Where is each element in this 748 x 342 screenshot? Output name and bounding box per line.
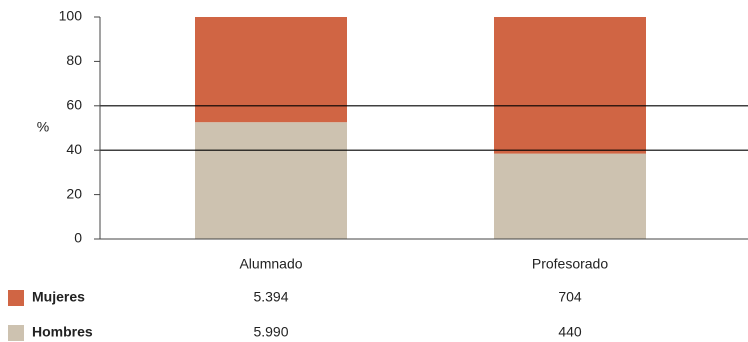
bar-segment [195,122,347,239]
y-tick-label: 80 [66,52,82,68]
x-tick-label: Profesorado [532,256,608,272]
bar-segment [195,17,347,123]
x-tick-label: Alumnado [239,256,302,272]
table-value: 440 [558,324,582,340]
bar-segment [494,17,646,154]
table-value: 5.990 [253,324,288,340]
y-tick-label: 100 [59,8,83,24]
y-tick-label: 60 [66,97,82,113]
table-value: 5.394 [253,289,288,305]
legend-label: Mujeres [32,289,85,305]
legend-label: Hombres [32,324,93,340]
y-tick-label: 40 [66,141,82,157]
table-value: 704 [558,289,582,305]
legend-swatch [8,290,24,306]
y-axis-label: % [37,119,49,135]
legend-swatch [8,325,24,341]
y-tick-label: 0 [74,230,82,246]
y-tick-label: 20 [66,185,82,201]
bar-segment [494,153,646,239]
